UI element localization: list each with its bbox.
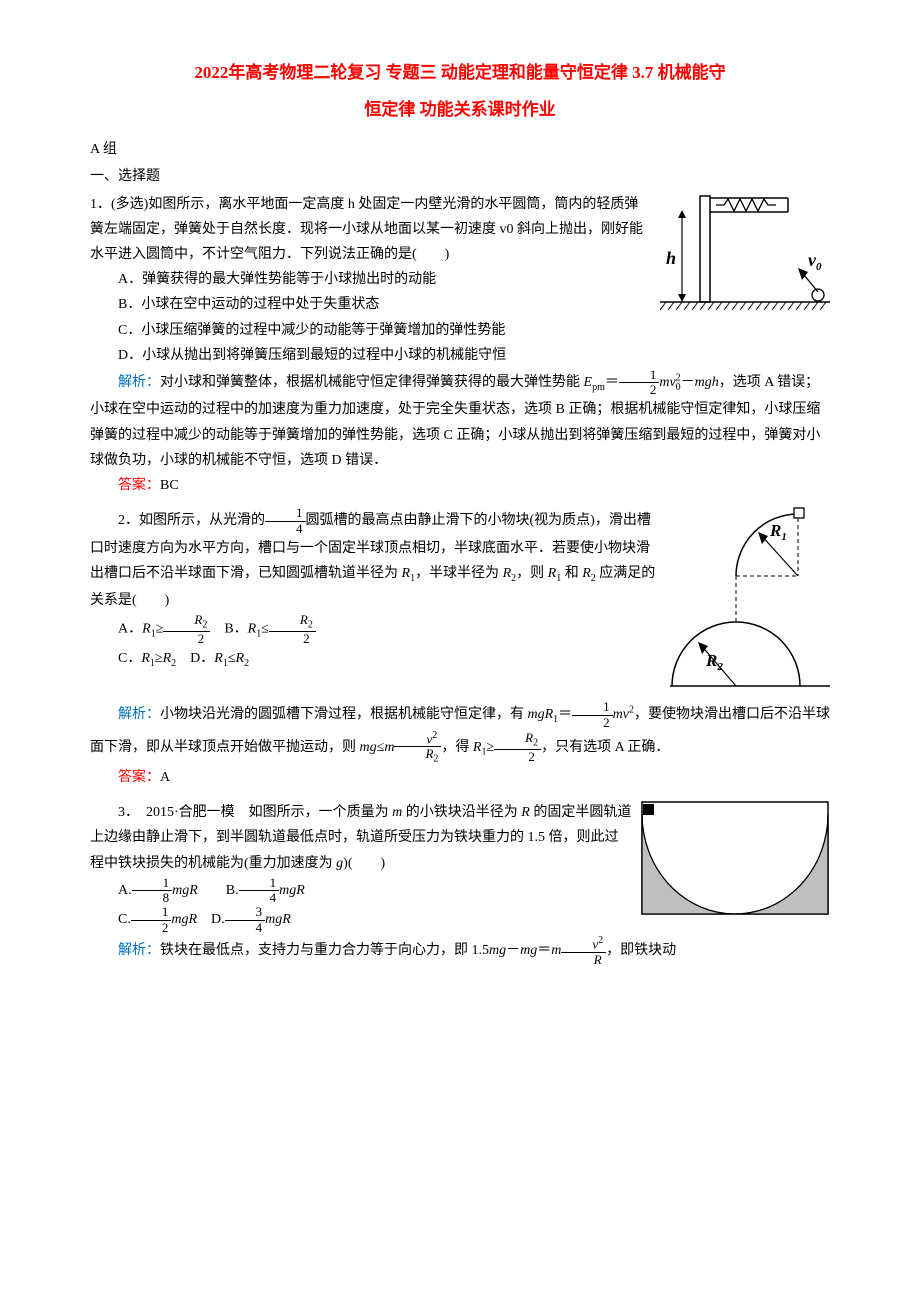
q2-optc-pre: C． <box>118 651 141 666</box>
q2-stem-d: ，则 <box>516 566 548 581</box>
doc-title-line2: 恒定律 功能关系课时作业 <box>90 95 830 126</box>
svg-text:R1: R1 <box>769 521 787 543</box>
q2-analysis: 解析：小物块沿光滑的圆弧槽下滑过程，根据机械能守恒定律，有 mgR1＝12mv2… <box>90 700 830 765</box>
q2-stem-a: 2．如图所示，从光滑的 <box>118 513 265 528</box>
q2-r2: R <box>503 566 512 581</box>
q1-answer: 答案：BC <box>90 473 830 498</box>
q2-stem-e: 和 <box>561 566 582 581</box>
analysis-label: 解析： <box>118 375 160 390</box>
doc-title-line1: 2022年高考物理二轮复习 专题三 动能定理和能量守恒定律 3.7 机械能守 <box>90 58 830 89</box>
q3-stem-b: 的小铁块沿半径为 <box>402 805 521 820</box>
q3-figure <box>640 800 830 920</box>
q2-figure: R1 R2 <box>670 506 830 696</box>
q2-answer-value: A <box>160 770 170 785</box>
answer-label-2: 答案： <box>118 770 160 785</box>
q3-ana-a: 铁块在最低点，支持力与重力合力等于向心力，即 1.5 <box>160 943 489 958</box>
question-1: h v0 1．(多选)如图所示，离水平地面一定高度 h 处固定一内壁光滑的水平圆… <box>90 192 830 499</box>
q3-ana-b: ，即铁块动 <box>606 943 676 958</box>
q2-ana-a: 小物块沿光滑的圆弧槽下滑过程，根据机械能守恒定律，有 <box>160 707 528 722</box>
q3-stem-d: )( ) <box>343 856 385 871</box>
q1-analysis-a: 对小球和弹簧整体，根据机械能守恒定律得弹簧获得的最大弹性势能 <box>160 375 584 390</box>
svg-text:v0: v0 <box>808 250 822 273</box>
q3-opta: A. <box>118 883 132 898</box>
analysis-label-2: 解析： <box>118 707 160 722</box>
q1-analysis: 解析：对小球和弹簧整体，根据机械能守恒定律得弹簧获得的最大弹性势能 Epm＝12… <box>90 368 830 473</box>
svg-text:h: h <box>666 248 676 268</box>
q2-optb-pre: B． <box>210 622 247 637</box>
q2-optd-pre: D． <box>176 651 214 666</box>
q3-optb: B. <box>226 883 239 898</box>
question-3: 3． 2015·合肥一模 如图所示，一个质量为 m 的小铁块沿半径为 R 的固定… <box>90 800 830 967</box>
svg-text:R2: R2 <box>705 651 723 673</box>
q1-figure: h v0 <box>660 192 830 332</box>
q2-opta-pre: A． <box>118 622 142 637</box>
q2-ana-d: ，只有选项 A 正确． <box>541 740 669 755</box>
q3-analysis: 解析：铁块在最低点，支持力与重力合力等于向心力，即 1.5mg－mg＝mv2R，… <box>90 935 830 967</box>
q1-opt-d: D．小球从抛出到将弹簧压缩到最短的过程中小球的机械能守恒 <box>90 343 830 368</box>
group-label: A 组 <box>90 137 830 162</box>
analysis-label-3: 解析： <box>118 943 160 958</box>
q2-answer: 答案：A <box>90 765 830 790</box>
q3-stem-a: 3． 2015·合肥一模 如图所示，一个质量为 <box>118 805 392 820</box>
answer-label: 答案： <box>118 478 160 493</box>
section-1-label: 一、选择题 <box>90 164 830 189</box>
q2-r1: R <box>402 566 411 581</box>
q3-optc: C. <box>118 912 131 927</box>
q2-ana-c: ，得 <box>441 740 473 755</box>
q1-answer-value: BC <box>160 478 179 493</box>
q3-optd: D. <box>211 912 225 927</box>
question-2: R1 R2 2．如图所示，从光滑的14圆弧槽的最高点由静止滑下的小物块(视为质点… <box>90 506 830 790</box>
q2-stem-c: ，半球半径为 <box>415 566 503 581</box>
